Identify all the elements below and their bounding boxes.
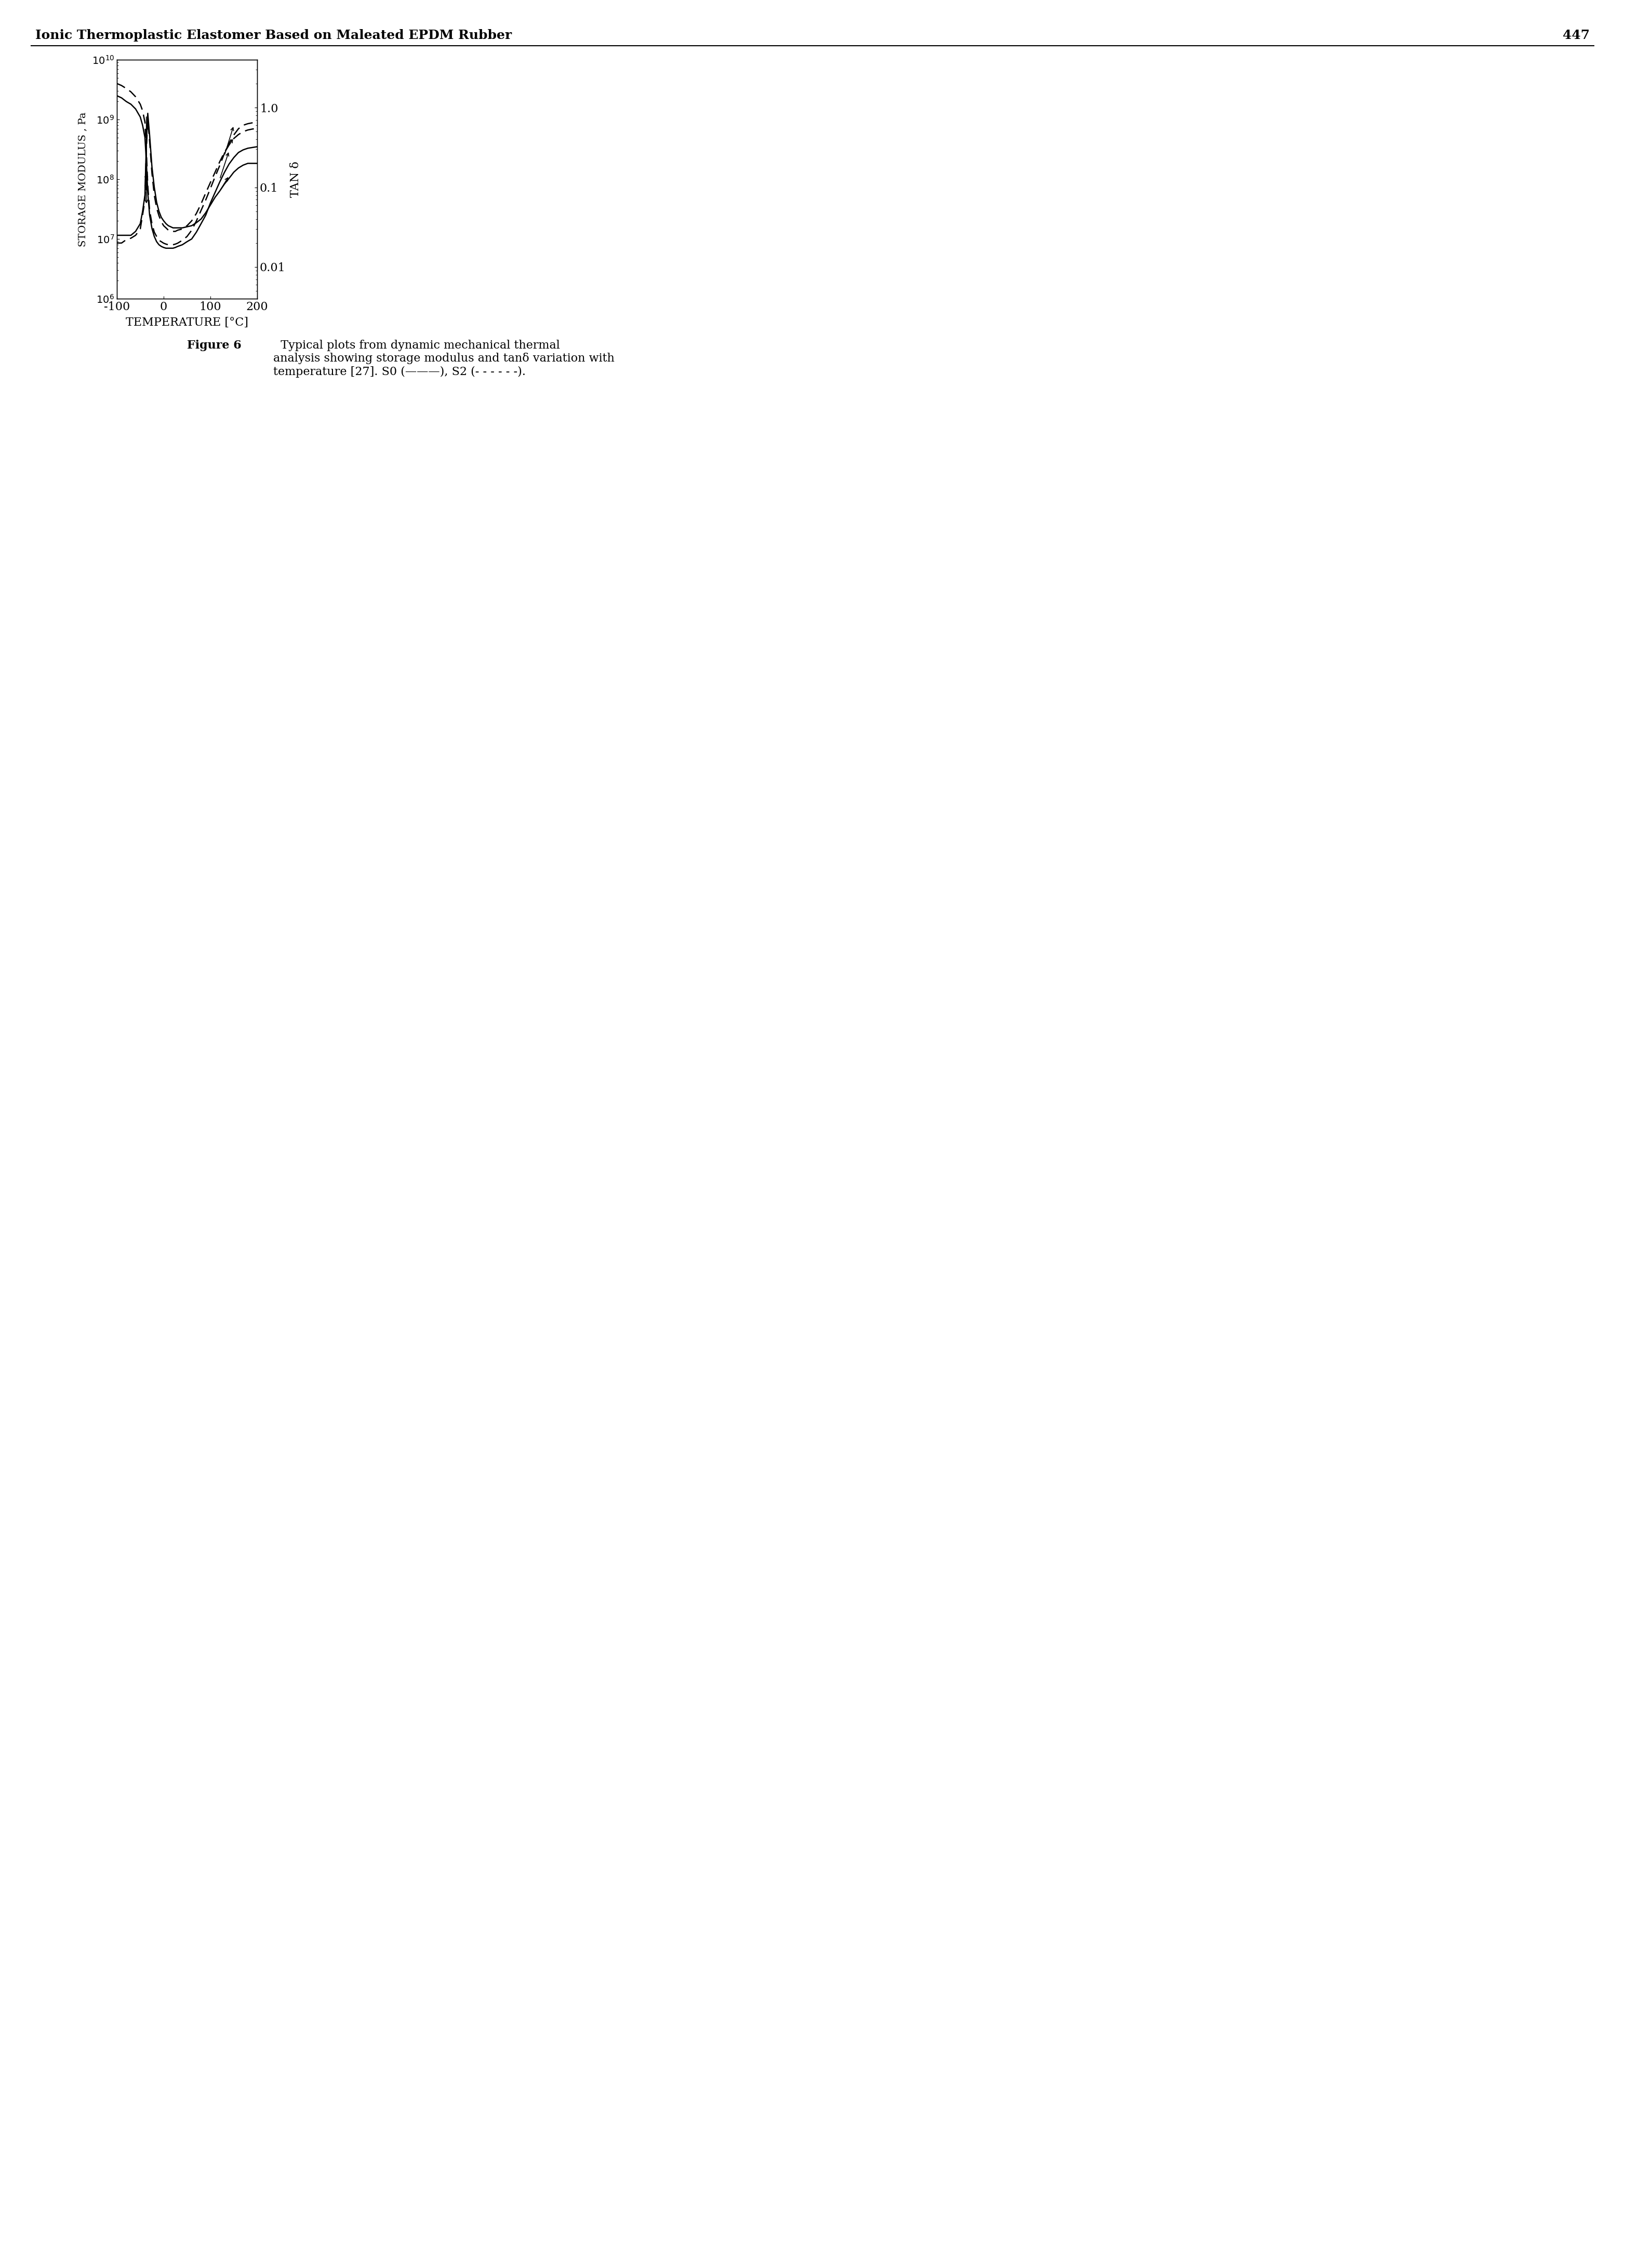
Y-axis label: STORAGE MODULUS , Pa: STORAGE MODULUS , Pa <box>78 111 88 247</box>
Text: Typical plots from dynamic mechanical thermal
analysis showing storage modulus a: Typical plots from dynamic mechanical th… <box>273 340 614 376</box>
Text: Ionic Thermoplastic Elastomer Based on Maleated EPDM Rubber: Ionic Thermoplastic Elastomer Based on M… <box>36 29 512 41</box>
Text: 447: 447 <box>1563 29 1589 41</box>
X-axis label: TEMPERATURE [°C]: TEMPERATURE [°C] <box>125 318 249 329</box>
Y-axis label: TAN δ: TAN δ <box>289 161 301 197</box>
Text: Figure 6: Figure 6 <box>187 340 242 352</box>
